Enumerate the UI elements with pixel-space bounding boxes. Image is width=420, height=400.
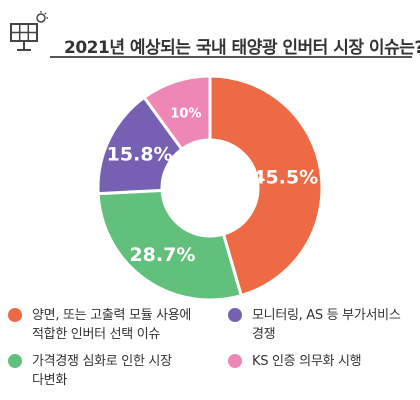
legend-swatch (8, 308, 22, 322)
legend-label-line: 가격경쟁 심화로 인한 시장 (32, 354, 172, 369)
legend-label-line: 다변화 (32, 373, 67, 388)
slice-value-label: 28.7% (129, 244, 195, 266)
donut-slice-1 (208, 75, 324, 298)
legend-swatch (228, 308, 242, 322)
legend-item-ks-certification: KS 인증 의무화 시행 (228, 352, 412, 371)
legend-label-line: 모니터링, AS 등 부가서비스 (252, 308, 401, 323)
legend-item-service-competition: 모니터링, AS 등 부가서비스 경쟁 (228, 306, 412, 344)
solar-panel-icon (10, 11, 48, 51)
slice-value-label: 15.8% (107, 143, 173, 165)
slice-value-label: 45.5% (252, 166, 318, 188)
legend-label-line: 적합한 인버터 선택 이슈 (32, 327, 161, 342)
chart-header: 2021년 예상되는 국내 태양광 인버터 시장 이슈는? (8, 8, 420, 64)
chart-legend: 양면, 또는 고출력 모듈 사용에 적합한 인버터 선택 이슈 모니터링, AS… (8, 306, 412, 396)
title-underline (50, 56, 412, 58)
legend-item-price-competition: 가격경쟁 심화로 인한 시장 다변화 (8, 352, 218, 390)
chart-title: 2021년 예상되는 국내 태양광 인버터 시장 이슈는? (64, 38, 420, 58)
legend-label-line: 양면, 또는 고출력 모듈 사용에 (32, 308, 192, 323)
legend-swatch (228, 354, 242, 368)
legend-item-module-issue: 양면, 또는 고출력 모듈 사용에 적합한 인버터 선택 이슈 (8, 306, 218, 344)
slice-value-label: 10% (170, 106, 201, 121)
legend-swatch (8, 354, 22, 368)
donut-slice-2 (96, 188, 244, 302)
donut-chart: 45.5% 28.7% 15.8% 10% (96, 75, 324, 302)
legend-label-line: KS 인증 의무화 시행 (252, 354, 362, 369)
donut-slice-4 (142, 75, 212, 152)
legend-label-line: 경쟁 (252, 327, 276, 342)
